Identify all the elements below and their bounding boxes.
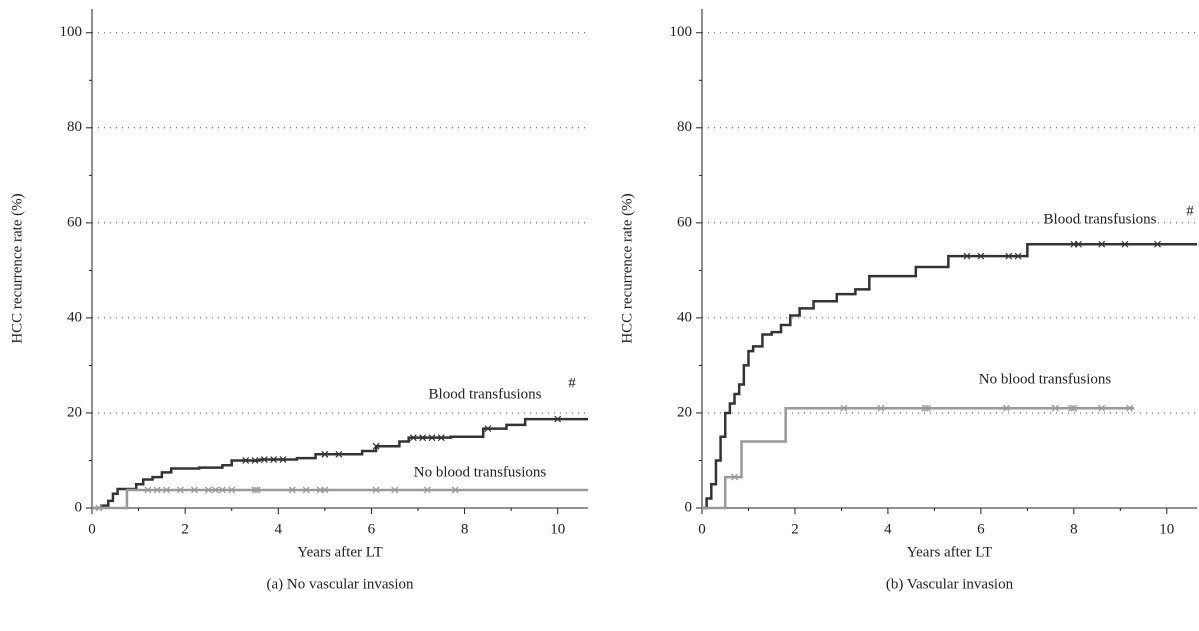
censor-mark <box>484 425 492 433</box>
censor-mark <box>391 486 399 494</box>
censor-mark <box>428 434 436 442</box>
y-tick-label: 0 <box>75 499 83 515</box>
x-tick-label: 8 <box>461 521 469 537</box>
series-label: Blood transfusions <box>429 386 542 402</box>
censor-mark <box>302 486 310 494</box>
y-tick-label: 60 <box>677 214 692 230</box>
censor-mark <box>419 434 427 442</box>
censor-mark <box>1098 240 1106 248</box>
censor-mark <box>144 486 152 494</box>
censor-mark <box>977 252 985 260</box>
x-tick-label: 6 <box>368 521 376 537</box>
censor-mark <box>251 486 259 494</box>
censor-mark <box>260 456 268 463</box>
annotation: # <box>568 375 576 391</box>
censor-mark <box>228 486 236 494</box>
censor-mark <box>321 486 329 494</box>
censor-mark <box>1121 240 1129 248</box>
censor-mark <box>205 486 212 494</box>
y-tick-label: 40 <box>677 309 692 325</box>
censor-mark <box>321 450 329 458</box>
km-curve <box>92 417 588 510</box>
censor-mark <box>877 404 885 412</box>
y-tick-label: 40 <box>67 309 82 325</box>
caption: (b) Vascular invasion <box>886 576 1014 592</box>
censor-mark <box>163 486 170 494</box>
censor-mark <box>437 434 445 442</box>
censor-mark <box>1003 404 1010 412</box>
y-tick-label: 80 <box>677 119 692 135</box>
censor-mark <box>1068 404 1075 412</box>
x-tick-label: 0 <box>698 521 706 537</box>
censor-mark <box>554 415 562 423</box>
censor-mark <box>1075 240 1082 248</box>
censor-mark <box>253 486 261 494</box>
censor-mark <box>242 457 250 464</box>
censor-mark <box>1098 404 1106 412</box>
censor-mark <box>335 450 343 458</box>
censor-mark <box>177 486 184 494</box>
y-tick-label: 80 <box>67 119 82 135</box>
x-tick-label: 6 <box>977 521 985 537</box>
censor-mark <box>1005 252 1013 260</box>
x-tick-label: 2 <box>181 521 189 537</box>
y-axis-label: HCC recurrence rate (%) <box>9 193 25 343</box>
censor-mark <box>1051 404 1059 412</box>
x-tick-label: 2 <box>791 521 799 537</box>
x-tick-label: 4 <box>884 521 892 537</box>
y-tick-label: 100 <box>670 24 693 40</box>
censor-mark <box>451 486 459 494</box>
censor-mark <box>279 456 287 463</box>
censor-mark <box>921 404 929 412</box>
censor-mark <box>372 486 380 494</box>
censor-mark <box>423 486 431 494</box>
km-curve <box>702 406 1135 510</box>
censor-mark <box>1154 240 1161 248</box>
x-axis-label: Years after LT <box>297 544 382 560</box>
series-label: No blood transfusions <box>414 464 547 480</box>
censor-mark <box>731 473 738 481</box>
censor-mark <box>218 486 226 494</box>
x-tick-label: 10 <box>550 521 565 537</box>
censor-mark <box>153 486 161 494</box>
censor-mark <box>372 442 380 450</box>
km-curve <box>92 488 588 510</box>
censor-mark <box>409 434 417 442</box>
censor-mark <box>963 252 971 260</box>
censor-mark <box>288 486 296 494</box>
x-tick-label: 8 <box>1070 521 1078 537</box>
series-label: No blood transfusions <box>979 371 1112 387</box>
censor-mark <box>923 404 931 412</box>
y-axis-label: HCC recurrence rate (%) <box>619 193 635 343</box>
x-tick-label: 4 <box>275 521 283 537</box>
x-tick-label: 0 <box>88 521 96 537</box>
censor-mark <box>1126 404 1134 412</box>
censor-mark <box>1014 252 1022 260</box>
y-tick-label: 20 <box>67 404 82 420</box>
y-tick-label: 60 <box>67 214 82 230</box>
censor-mark <box>270 456 278 463</box>
censor-mark <box>95 504 103 512</box>
y-tick-label: 0 <box>685 499 693 515</box>
censor-mark <box>1070 404 1078 412</box>
censor-mark <box>191 486 198 494</box>
censor-mark <box>211 486 219 494</box>
annotation: # <box>1186 203 1194 219</box>
y-tick-label: 20 <box>677 404 692 420</box>
censor-mark <box>840 404 848 412</box>
x-tick-label: 10 <box>1159 521 1174 537</box>
km-curve <box>702 242 1197 510</box>
series-label: Blood transfusions <box>1044 211 1157 227</box>
censor-mark <box>251 457 259 464</box>
y-tick-label: 100 <box>60 24 83 40</box>
caption: (a) No vascular invasion <box>266 576 414 592</box>
x-axis-label: Years after LT <box>907 544 992 560</box>
